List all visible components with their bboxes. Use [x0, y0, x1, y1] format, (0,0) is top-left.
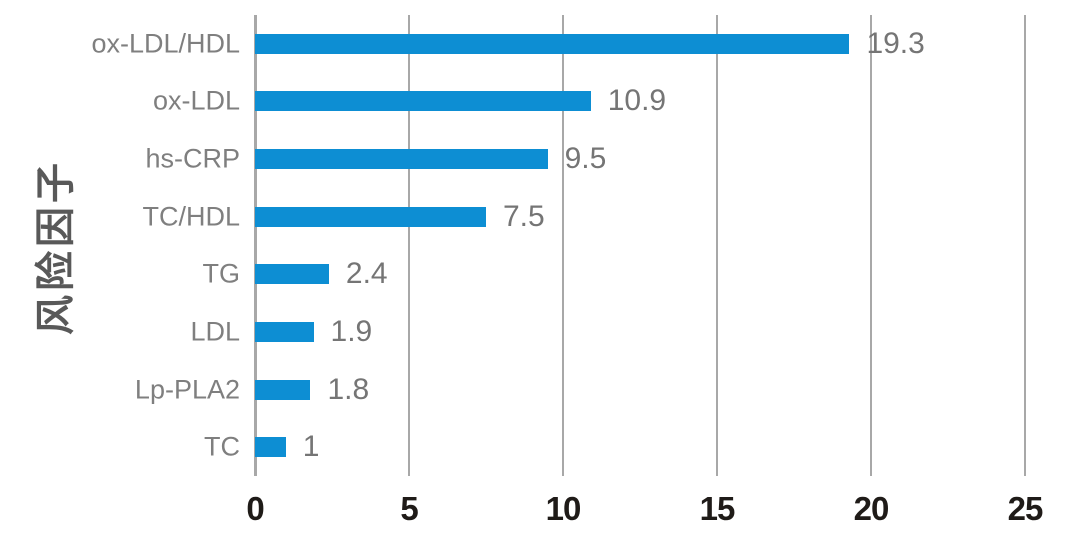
- category-label: LDL: [190, 316, 240, 347]
- x-axis-tick-labels: 0 5 10 15 20 25: [246, 490, 1043, 530]
- gridline: [1024, 15, 1026, 476]
- bar: [255, 91, 591, 112]
- gridline: [716, 15, 718, 476]
- bar-row: ox-LDL/HDL 19.3: [91, 15, 1025, 73]
- bar-row: LDL 1.9: [190, 303, 1025, 361]
- category-label: TC/HDL: [142, 201, 240, 232]
- value-label: 7.5: [503, 199, 545, 233]
- x-tick-label: 5: [400, 490, 418, 527]
- category-label: TC: [204, 431, 240, 462]
- gridline: [870, 15, 872, 476]
- bar: [255, 149, 548, 170]
- bar: [255, 379, 311, 400]
- bar-row: TC/HDL 7.5: [142, 188, 1025, 246]
- x-tick-label: 20: [853, 490, 890, 527]
- x-tick-label: 10: [545, 490, 582, 527]
- bar: [255, 437, 286, 458]
- x-tick-label: 25: [1007, 490, 1044, 527]
- value-label: 9.5: [564, 142, 607, 176]
- value-label: 19.3: [866, 26, 925, 60]
- value-label: 10.9: [607, 84, 667, 118]
- x-tick-label: 15: [699, 490, 736, 527]
- category-label: hs-CRP: [145, 143, 240, 174]
- gridline: [408, 15, 410, 476]
- bar: [255, 33, 850, 54]
- bar-row: Lp-PLA2 1.8: [135, 361, 1025, 419]
- value-label: 1.9: [330, 314, 373, 348]
- category-label: ox-LDL: [152, 85, 240, 116]
- y-axis-line: [254, 15, 257, 476]
- category-label: Lp-PLA2: [134, 374, 240, 405]
- bar: [255, 206, 486, 227]
- bar-row: ox-LDL 10.9: [153, 73, 1025, 131]
- bar-row: TG 2.4: [203, 246, 1025, 304]
- bar-row: hs-CRP 9.5: [145, 130, 1025, 188]
- plot-area: ox-LDL/HDL 19.3 ox-LDL 10.9 hs-CRP 9.5 TC/HDL 7…: [91, 15, 1026, 476]
- value-label: 1: [302, 430, 320, 464]
- x-tick-label: 0: [246, 490, 264, 527]
- category-label: ox-LDL/HDL: [91, 28, 240, 59]
- category-label: TG: [202, 258, 241, 289]
- value-label: 1.8: [327, 372, 370, 406]
- gridline: [562, 15, 564, 476]
- value-label: 2.4: [345, 257, 388, 291]
- bar: [255, 264, 329, 285]
- y-axis-title: 风险因子: [34, 159, 78, 335]
- bar: [255, 321, 314, 342]
- bar-row: TC 1: [204, 418, 1025, 476]
